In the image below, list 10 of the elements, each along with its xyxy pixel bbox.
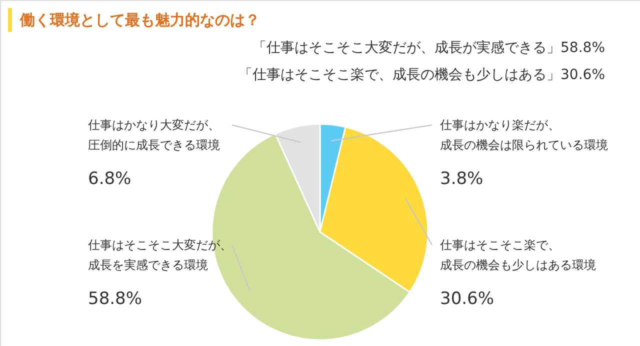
text: 「仕事はそこそこ大変だが、成長が実感できる」58.8% [252,40,605,56]
text: 「仕事はそこそこ楽で、成長の機会も少しはある」30.6% [238,67,605,83]
data-label: 58.8% [88,289,142,309]
slice-label: 仕事はかなり楽だが、成長の機会は限られている環境 [439,118,608,152]
data-label: 6.8% [88,169,132,189]
data-label: 30.6% [440,289,494,309]
data-label: 3.8% [440,169,484,189]
slice-label: 仕事はそこそこ楽で、成長の機会も少しはある環境 [439,238,596,272]
chart-title: 働く環境として最も魅力的なのは？ [19,11,260,29]
slice-label: 仕事はかなり大変だが、圧倒的に成長できる環境 [87,118,220,152]
